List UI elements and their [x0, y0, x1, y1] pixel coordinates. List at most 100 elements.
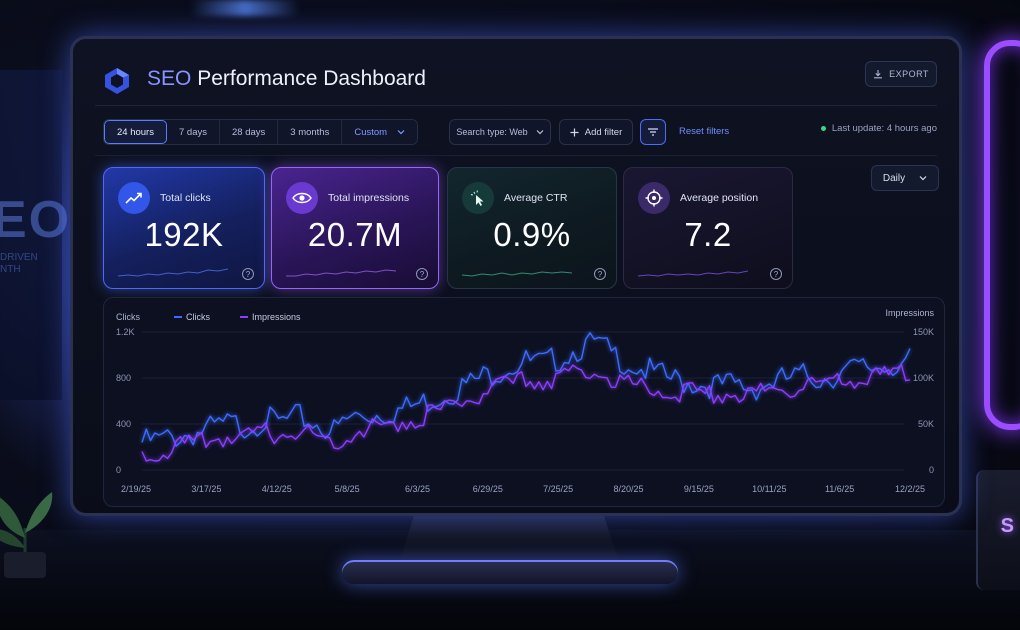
background-poster: [0, 70, 62, 400]
range-custom-label: Custom: [354, 126, 388, 138]
sparkline: [286, 269, 396, 277]
y-right-tick-label: 0: [929, 465, 934, 475]
export-button[interactable]: EXPORT: [865, 61, 937, 87]
y-left-tick-label: 0: [116, 465, 121, 475]
kpi-value: 20.7M: [307, 216, 403, 253]
monitor-stand-neck: [398, 510, 620, 566]
background-poster-text: EO: [0, 191, 72, 249]
date-range-selector: 24 hours 7 days 28 days 3 months Custom: [103, 119, 419, 145]
kpi-value: 192K: [144, 216, 224, 253]
search-type-dropdown[interactable]: Search type: Web: [449, 119, 551, 145]
download-icon: [874, 70, 883, 79]
help-icon[interactable]: ?: [242, 268, 254, 280]
granularity-dropdown[interactable]: Daily: [871, 165, 939, 191]
filter-bar: 24 hours 7 days 28 days 3 months Custom …: [103, 119, 937, 147]
plus-icon: [570, 128, 579, 136]
kpi-card-total-clicks[interactable]: Total clicks 192K ?: [103, 167, 265, 289]
title-rest: Performance Dashboard: [191, 67, 426, 90]
x-tick-label: 2/19/25: [121, 484, 151, 494]
series-line-clicks: [141, 332, 911, 447]
y-right-tick-label: 50K: [918, 419, 934, 429]
cup-letter: S: [1000, 515, 1014, 537]
kpi-label: Total clicks: [160, 192, 211, 204]
x-tick-label: 11/6/25: [825, 484, 854, 494]
monitor: SEO Performance Dashboard EXPORT 24 hour…: [70, 36, 962, 516]
range-24-hours[interactable]: 24 hours: [104, 120, 167, 144]
plant-icon: [0, 492, 53, 578]
poster-sub-line-2: NTH: [0, 264, 21, 275]
filter-divider: [95, 155, 937, 156]
monitor-stand-base: [342, 560, 678, 584]
x-tick-label: 9/15/25: [684, 484, 714, 494]
chevron-down-icon: [536, 130, 544, 135]
kpi-label: Average position: [680, 192, 759, 204]
last-update-status: Last update: 4 hours ago: [820, 123, 937, 134]
cup: [976, 470, 1020, 590]
kpi-label: Total impressions: [328, 192, 410, 204]
filter-lines-icon: [648, 128, 658, 136]
range-7-days[interactable]: 7 days: [166, 120, 220, 144]
last-update-text: Last update: 4 hours ago: [831, 123, 937, 134]
sparkline: [118, 268, 228, 277]
kpi-card-average-ctr[interactable]: Average CTR 0.9% ?: [447, 167, 617, 289]
dashboard-screen: SEO Performance Dashboard EXPORT 24 hour…: [73, 39, 959, 513]
target-icon: [638, 182, 670, 214]
kpi-card-total-impressions[interactable]: Total impressions 20.7M ?: [271, 167, 439, 289]
add-filter-label: Add filter: [584, 126, 623, 138]
y-left-tick-label: 1.2K: [116, 327, 135, 337]
y-right-tick-label: 150K: [913, 327, 934, 337]
help-icon[interactable]: ?: [770, 268, 782, 280]
line-chart: 0 0 400 50K 800 100K 1.2K 150K Clicks Impressions…: [116, 308, 935, 494]
background-poster-subtext: DRIVEN NTH: [0, 252, 38, 276]
title-accent: SEO: [147, 67, 192, 90]
add-filter-button[interactable]: Add filter: [559, 119, 633, 145]
granularity-label: Daily: [882, 172, 906, 184]
chevron-down-icon: [397, 130, 405, 135]
page-title: SEO Performance Dashboard: [147, 67, 426, 91]
cursor-click-icon: [462, 182, 494, 214]
neon-light-frame: [984, 40, 1020, 430]
y-right-axis-title: Impressions: [885, 308, 934, 318]
x-tick-label: 6/3/25: [405, 484, 430, 494]
ceiling-light: [190, 0, 300, 16]
legend-label: Clicks: [186, 312, 210, 322]
header-divider: [95, 105, 937, 106]
x-tick-label: 4/12/25: [262, 484, 292, 494]
eye-icon: [286, 182, 318, 214]
x-tick-label: 7/25/25: [543, 484, 573, 494]
kpi-value: 0.9%: [493, 216, 571, 253]
trend-up-icon: [118, 182, 150, 214]
export-label: EXPORT: [889, 69, 929, 79]
poster-sub-line-1: DRIVEN: [0, 252, 38, 263]
y-left-tick-label: 400: [116, 419, 131, 429]
x-tick-label: 6/29/25: [473, 484, 503, 494]
sparkline: [462, 271, 572, 277]
kpi-card-average-position[interactable]: Average position 7.2 ?: [623, 167, 793, 289]
hexagon-logo-icon: [105, 68, 129, 94]
help-icon[interactable]: ?: [594, 268, 606, 280]
x-tick-label: 12/2/25: [895, 484, 925, 494]
range-custom[interactable]: Custom: [342, 120, 418, 144]
y-left-tick-label: 800: [116, 373, 131, 383]
y-left-axis-title: Clicks: [116, 312, 140, 322]
help-icon[interactable]: ?: [416, 268, 428, 280]
legend-label: Impressions: [252, 312, 301, 322]
sparkline: [638, 270, 748, 277]
x-tick-label: 10/11/25: [752, 484, 786, 494]
performance-chart: 0 0 400 50K 800 100K 1.2K 150K Clicks Impressions…: [103, 297, 945, 507]
filter-settings-button[interactable]: [640, 119, 666, 145]
range-3-months[interactable]: 3 months: [278, 120, 343, 144]
x-tick-label: 3/17/25: [191, 484, 221, 494]
y-right-tick-label: 100K: [913, 373, 934, 383]
chevron-down-icon: [919, 176, 927, 181]
kpi-value: 7.2: [684, 216, 732, 253]
dashboard-header: SEO Performance Dashboard EXPORT: [103, 61, 937, 101]
search-type-label: Search type: Web: [456, 127, 528, 137]
x-tick-label: 8/20/25: [614, 484, 644, 494]
kpi-label: Average CTR: [504, 192, 568, 204]
range-28-days[interactable]: 28 days: [219, 120, 279, 144]
series-line-impressions: [141, 364, 911, 462]
status-dot-icon: [820, 126, 826, 131]
x-tick-label: 5/8/25: [335, 484, 360, 494]
reset-filters-link[interactable]: Reset filters: [679, 126, 730, 137]
